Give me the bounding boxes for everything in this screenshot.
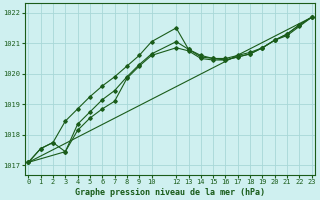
- X-axis label: Graphe pression niveau de la mer (hPa): Graphe pression niveau de la mer (hPa): [75, 188, 265, 197]
